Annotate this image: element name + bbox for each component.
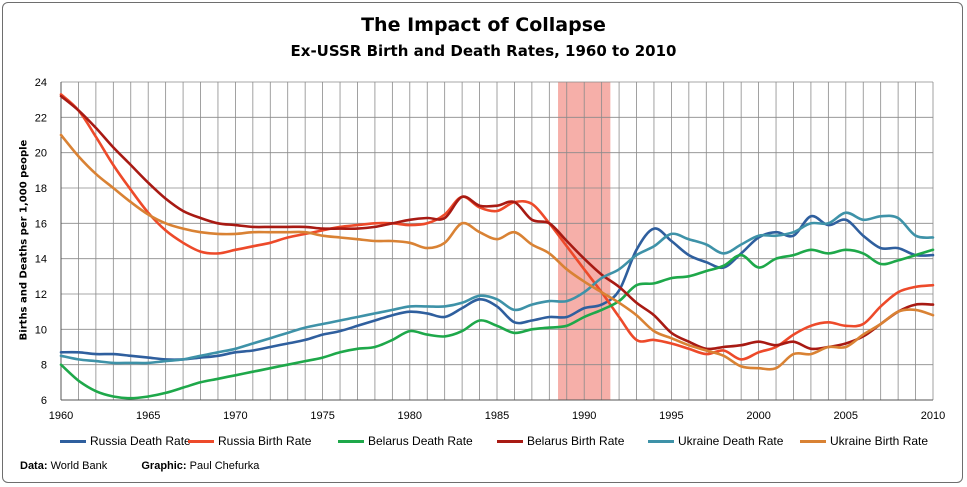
y-tick-label: 10 — [35, 324, 47, 336]
y-tick-label: 12 — [35, 289, 47, 301]
legend-item: Russia Death Rate — [60, 434, 191, 448]
y-tick-label: 20 — [35, 148, 47, 160]
y-tick-label: 8 — [41, 360, 47, 372]
legend-label: Russia Death Rate — [90, 434, 191, 448]
legend-swatch — [648, 439, 674, 443]
series-line-belarus-death-rate — [59, 248, 935, 400]
y-tick-label: 24 — [35, 77, 47, 89]
legend-swatch — [497, 439, 523, 443]
legend-label: Russia Birth Rate — [218, 434, 312, 448]
legend-item: Russia Birth Rate — [188, 434, 311, 448]
x-tick-label: 2005 — [834, 410, 858, 422]
footer: Data: World Bank Graphic: Paul Chefurka — [20, 460, 259, 472]
legend-swatch — [800, 439, 826, 443]
series-line-russia-birth-rate — [59, 93, 935, 361]
x-tick-label: 1980 — [398, 410, 422, 422]
legend-label: Belarus Birth Rate — [527, 434, 625, 448]
x-tick-label: 1975 — [310, 410, 334, 422]
y-tick-label: 6 — [41, 395, 47, 407]
y-tick-label: 18 — [35, 183, 47, 195]
footer-graphic-value: Paul Chefurka — [189, 460, 260, 472]
legend-item: Ukraine Birth Rate — [800, 434, 928, 448]
series-line-ukraine-birth-rate — [59, 133, 935, 371]
legend-item: Belarus Death Rate — [338, 434, 473, 448]
y-tick-label: 14 — [35, 254, 47, 266]
x-tick-label: 2010 — [921, 410, 945, 422]
chart-subtitle: Ex-USSR Birth and Death Rates, 1960 to 2… — [290, 42, 677, 60]
series-line-russia-death-rate — [59, 214, 935, 361]
footer-data-value: World Bank — [50, 460, 108, 472]
legend-swatch — [338, 439, 364, 443]
legend-label: Ukraine Death Rate — [678, 434, 784, 448]
legend-label: Ukraine Birth Rate — [830, 434, 929, 448]
x-tick-label: 1990 — [572, 410, 596, 422]
legend-label: Belarus Death Rate — [368, 434, 473, 448]
chart-title: The Impact of Collapse — [361, 14, 606, 36]
footer-graphic-label: Graphic: — [141, 460, 187, 472]
series-line-ukraine-death-rate — [59, 211, 935, 365]
footer-data-label: Data: — [20, 460, 48, 472]
x-tick-label: 1995 — [659, 410, 683, 422]
y-tick-label: 22 — [35, 112, 47, 124]
legend-item: Belarus Birth Rate — [497, 434, 624, 448]
series-line-belarus-birth-rate — [59, 94, 935, 351]
legend-swatch — [60, 439, 86, 443]
x-tick-label: 1970 — [223, 410, 247, 422]
x-tick-label: 1960 — [49, 410, 73, 422]
x-tick-label: 1985 — [485, 410, 509, 422]
x-tick-label: 2000 — [746, 410, 770, 422]
y-tick-label: 16 — [35, 218, 47, 230]
legend-swatch — [188, 439, 214, 443]
legend-item: Ukraine Death Rate — [648, 434, 783, 448]
x-tick-label: 1965 — [136, 410, 160, 422]
